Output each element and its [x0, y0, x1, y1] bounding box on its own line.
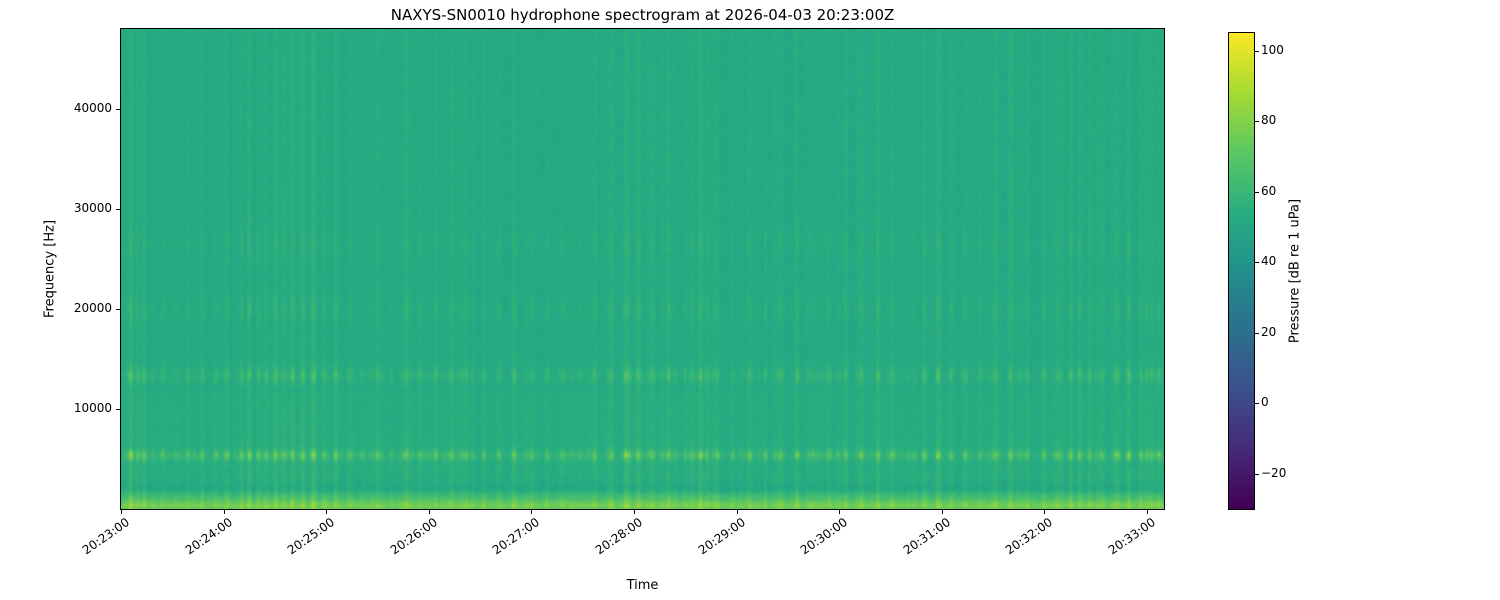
x-tick-label: 20:30:00	[797, 515, 851, 558]
x-tick-mark	[736, 510, 738, 514]
colorbar-tick-mark	[1255, 332, 1259, 334]
y-tick-label: 40000	[73, 101, 112, 115]
colorbar-tick-label: −20	[1261, 465, 1287, 480]
x-tick-label: 20:33:00	[1105, 515, 1158, 558]
x-tick-mark	[1044, 510, 1046, 514]
x-tick-mark	[121, 510, 122, 514]
colorbar-tick-label: 80	[1261, 113, 1277, 128]
x-tick-label: 20:23:00	[79, 515, 133, 558]
x-tick-mark	[531, 510, 533, 514]
colorbar-tick-mark	[1255, 191, 1259, 193]
colorbar-tick-label: 20	[1261, 324, 1277, 339]
x-tick-label: 20:29:00	[695, 515, 748, 558]
x-tick-label: 20:32:00	[1003, 515, 1056, 558]
y-tick-label: 20000	[73, 301, 112, 315]
x-tick-mark	[633, 510, 635, 514]
colorbar-tick-mark	[1255, 403, 1259, 405]
colorbar-tick-label: 40	[1261, 254, 1277, 269]
x-tick-label: 20:31:00	[900, 515, 953, 558]
colorbar-label: Pressure [dB re 1 uPa]	[1287, 198, 1303, 344]
x-tick-mark	[1146, 510, 1148, 514]
y-tick-mark	[116, 209, 120, 210]
colorbar-tick-mark	[1255, 121, 1259, 123]
colorbar-border	[1228, 32, 1255, 510]
x-tick-label: 20:27:00	[490, 515, 543, 558]
colorbar-tick-mark	[1255, 473, 1259, 475]
x-tick-label: 20:25:00	[285, 515, 338, 558]
x-tick-label: 20:28:00	[592, 515, 645, 558]
x-tick-label: 20:24:00	[182, 515, 235, 558]
y-tick-mark	[116, 309, 120, 310]
chart-title: NAXYS-SN0010 hydrophone spectrogram at 2…	[390, 6, 895, 24]
plot-border	[120, 28, 1165, 510]
colorbar-tick-mark	[1255, 50, 1259, 52]
colorbar-tick-mark	[1255, 262, 1259, 264]
spectrogram-heatmap	[121, 29, 1164, 509]
x-tick-mark	[839, 510, 841, 514]
y-tick-mark	[116, 109, 120, 110]
x-tick-mark	[326, 510, 328, 514]
x-tick-mark	[223, 510, 225, 514]
x-axis-label: Time	[626, 578, 659, 593]
colorbar-tick-label: 100	[1261, 42, 1284, 57]
y-tick-mark	[116, 409, 120, 410]
colorbar-gradient	[1229, 33, 1254, 509]
y-tick-label: 30000	[73, 201, 112, 215]
colorbar-tick-label: 60	[1261, 183, 1277, 198]
x-tick-label: 20:26:00	[387, 515, 440, 558]
y-tick-label: 10000	[73, 401, 112, 415]
x-tick-mark	[941, 510, 943, 514]
x-tick-mark	[428, 510, 430, 514]
colorbar-tick-label: 0	[1261, 395, 1269, 410]
